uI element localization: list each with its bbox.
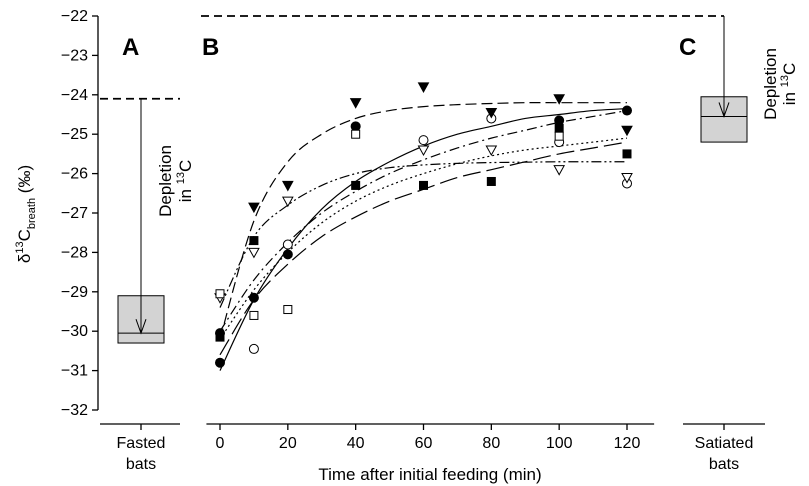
arrow-head	[135, 319, 147, 335]
triangle-down-open-point	[553, 165, 566, 176]
circle-open-point	[282, 239, 293, 250]
square-open-point	[554, 131, 564, 141]
panel-c-depletion-arrow	[718, 16, 730, 118]
y-axis-title: δ13Cbreath (‰)	[14, 165, 38, 263]
y-tick-label: −31	[61, 363, 88, 380]
circle-filled-point	[282, 249, 293, 260]
circle-filled-point	[622, 105, 632, 116]
triangle-down-filled-point	[248, 202, 260, 214]
triangle-down-filled-point	[417, 82, 430, 93]
panel-b-data-points	[214, 82, 633, 368]
panel-a: A Depletion in 13C Fasted bats	[100, 34, 195, 473]
triangle-down-open-point	[248, 247, 260, 259]
panel-a-annotation-sup: 13	[175, 172, 187, 184]
x-tick-label: 20	[279, 435, 297, 452]
panel-c-annotation-line2: in 13C	[779, 63, 799, 106]
arrow-head	[718, 102, 730, 118]
triangle-down-open-point	[621, 173, 633, 184]
square-open-point	[215, 289, 225, 299]
panel-b: B 0 20 40 60 80 100 120 Time after initial fee…	[202, 34, 655, 484]
square-filled-point	[215, 332, 225, 342]
y-tick-label: −29	[61, 284, 88, 301]
panel-c: C Depletion in 13C Satiated bats	[201, 15, 799, 473]
panel-a-category-line2: bats	[126, 456, 156, 473]
x-tick-label: 100	[546, 435, 573, 452]
panel-c-annotation-c: C	[780, 63, 799, 75]
y-tick-label: −24	[61, 87, 88, 104]
y-tick-label: −28	[61, 244, 88, 261]
triangle-down-filled-point	[485, 108, 498, 119]
square-filled-point	[419, 180, 428, 190]
y-axis-title-c: C	[15, 229, 34, 241]
square-filled-point	[486, 176, 496, 186]
y-tick-label: −30	[61, 323, 88, 340]
panel-b-letter: B	[202, 34, 219, 61]
triangle-down-filled-point	[553, 94, 566, 105]
fit-curve-dash-dot-dot	[219, 161, 627, 308]
panel-a-annotation-line1: Depletion	[156, 145, 175, 217]
y-axis-title-sub: breath	[26, 198, 38, 229]
panel-a-annotation-c: C	[176, 160, 195, 172]
x-tick-label: 80	[482, 435, 500, 452]
y-tick-label: −22	[61, 8, 88, 25]
panel-c-annotation-sup: 13	[779, 75, 791, 87]
x-tick-label: 60	[415, 435, 433, 452]
square-filled-point	[622, 149, 632, 159]
triangle-down-open-point	[485, 145, 498, 156]
panel-c-letter: C	[679, 34, 696, 61]
panel-b-x-axis-title: Time after initial feeding (min)	[318, 465, 541, 484]
panel-c-annotation-in: in	[780, 87, 799, 105]
x-tick-label: 120	[614, 435, 641, 452]
square-filled-point	[249, 236, 259, 246]
triangle-down-filled-point	[349, 98, 362, 109]
triangle-down-open-point	[417, 145, 430, 156]
triangle-down-filled-point	[621, 125, 633, 137]
square-filled-point	[351, 180, 361, 190]
y-axis-title-sup: 13	[14, 241, 26, 253]
y-tick-label: −27	[61, 205, 88, 222]
panel-c-annotation-line1: Depletion	[761, 48, 780, 120]
square-open-point	[351, 129, 361, 139]
panel-a-category-line1: Fasted	[117, 435, 166, 452]
circle-filled-point	[215, 357, 225, 368]
y-tick-label: −26	[61, 166, 88, 183]
triangle-down-filled-point	[281, 180, 294, 192]
x-tick-label: 0	[216, 435, 225, 452]
circle-open-point	[248, 343, 259, 354]
panel-b-x-axis: 0 20 40 60 80 100 120	[206, 423, 655, 452]
y-tick-label: −25	[61, 126, 88, 143]
circle-filled-point	[248, 292, 259, 303]
y-tick-label: −23	[61, 47, 88, 64]
square-open-point	[283, 305, 293, 315]
y-axis: −22 −23 −24 −25 −26 −27 −28 −29 −30 −31 −32	[61, 8, 99, 419]
panel-a-annotation-in: in	[176, 184, 195, 202]
square-filled-point	[554, 123, 564, 133]
panel-c-category-line2: bats	[709, 456, 739, 473]
x-tick-label: 40	[347, 435, 365, 452]
circle-open-point	[418, 135, 429, 146]
y-tick-label: −32	[61, 402, 88, 419]
panel-c-category-line1: Satiated	[695, 435, 754, 452]
panel-a-annotation-line2: in 13C	[175, 160, 195, 203]
panel-a-depletion-arrow	[135, 98, 147, 335]
fit-curve-dot	[219, 137, 628, 340]
panel-a-letter: A	[122, 34, 139, 61]
triangle-down-open-point	[281, 196, 294, 208]
square-open-point	[249, 310, 259, 320]
circle-filled-point	[554, 115, 565, 126]
y-axis-title-unit: (‰)	[15, 165, 34, 198]
circle-filled-point	[350, 121, 361, 132]
y-axis-title-delta: δ	[15, 254, 34, 263]
